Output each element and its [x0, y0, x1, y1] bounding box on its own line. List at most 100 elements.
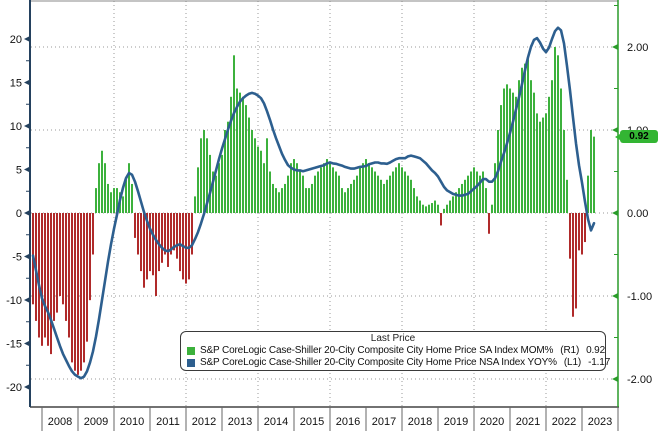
mom-bar [374, 171, 376, 213]
mom-bar [275, 188, 277, 213]
mom-bar [350, 183, 352, 213]
left-axis-tick-label: -5 [12, 252, 22, 264]
mom-bar [539, 121, 541, 213]
mom-bar [560, 88, 562, 213]
mom-bar [434, 200, 436, 213]
mom-bar [566, 179, 568, 213]
x-axis-year-label: 2021 [516, 416, 540, 428]
mom-bar [161, 213, 163, 263]
mom-bar [377, 175, 379, 213]
mom-bar [353, 179, 355, 213]
mom-bar [317, 171, 319, 213]
mom-bar [272, 183, 274, 213]
mom-bar [383, 183, 385, 213]
right-axis-tick-label: -2.00 [627, 374, 652, 386]
legend-label-mom: S&P CoreLogic Case-Shiller 20-City Compo… [200, 345, 554, 356]
mom-bar [236, 88, 238, 213]
mom-bar [443, 208, 445, 213]
x-axis: 2008 2009 2010 2011 2012 2013 2014 2015 2016 2017… [41, 407, 619, 431]
mom-bar [59, 213, 61, 296]
mom-bar [65, 213, 67, 321]
mom-bar [122, 196, 124, 213]
mom-bar [569, 213, 571, 259]
mom-bar [200, 138, 202, 213]
mom-bar [551, 80, 553, 213]
mom-bar [170, 213, 172, 255]
last-value-badge-mom: 0.92 [615, 130, 658, 143]
mom-bar [494, 163, 496, 213]
mom-bar [485, 188, 487, 213]
x-axis-year-label: 2017 [372, 416, 396, 428]
mom-bar [218, 163, 220, 213]
x-axis-year-label: 2015 [300, 416, 324, 428]
mom-bar [545, 113, 547, 213]
mom-bar [476, 171, 478, 213]
mom-bar [584, 213, 586, 243]
mom-bar [221, 154, 223, 213]
mom-bar [326, 159, 328, 213]
mom-bar [461, 183, 463, 213]
mom-bar [341, 188, 343, 213]
x-axis-year-label: 2023 [588, 416, 612, 428]
mom-bar [515, 96, 517, 213]
mom-bar [308, 188, 310, 213]
mom-bar [257, 146, 259, 213]
mom-bar [320, 167, 322, 213]
left-axis: 20 15 10 5 0 -5 -10 -15 -20 [6, 34, 30, 394]
x-axis-year-label: 2022 [552, 416, 576, 428]
mom-bar [407, 175, 409, 213]
mom-bar [365, 159, 367, 213]
mom-bar [548, 96, 550, 213]
mom-bar [146, 213, 148, 280]
mom-bar [203, 130, 205, 213]
mom-bar [86, 213, 88, 342]
mom-bar [314, 175, 316, 213]
mom-bar [491, 204, 493, 213]
mom-bar [191, 213, 193, 255]
right-axis-tick-label: 2.00 [627, 42, 648, 54]
mom-bar [137, 213, 139, 255]
mom-bar [536, 113, 538, 213]
mom-bar [575, 213, 577, 309]
mom-bar [332, 167, 334, 213]
x-axis-year-label: 2016 [336, 416, 360, 428]
mom-bar [167, 213, 169, 267]
left-axis-tick-label: 5 [16, 165, 22, 177]
mom-bar [302, 175, 304, 213]
mom-bar [557, 55, 559, 213]
x-axis-year-label: 2020 [480, 416, 504, 428]
mom-bar [233, 55, 235, 213]
mom-bar [554, 47, 556, 213]
mom-bar [578, 213, 580, 251]
legend-axis-mom: (R1) [560, 345, 580, 356]
mom-bar [437, 204, 439, 213]
legend-value-yoy: -1.17 [588, 357, 611, 368]
mom-bar [173, 213, 175, 251]
mom-bar [392, 171, 394, 213]
mom-bar [71, 213, 73, 363]
mom-bar [464, 179, 466, 213]
mom-bar [41, 213, 43, 346]
mom-bar [563, 130, 565, 213]
left-axis-tick-label: -20 [6, 382, 22, 394]
mom-bar [143, 213, 145, 288]
mom-bar [62, 213, 64, 305]
mom-bar [356, 175, 358, 213]
mom-bar [398, 163, 400, 213]
mom-bar [107, 183, 109, 213]
mom-bar [269, 171, 271, 213]
right-axis-tick-label: 0.00 [627, 208, 648, 220]
mom-bar [344, 192, 346, 213]
mom-bar [428, 204, 430, 213]
legend-value-mom: 0.92 [586, 345, 606, 356]
mom-bar [176, 213, 178, 259]
mom-bar [512, 92, 514, 213]
mom-bar [89, 213, 91, 301]
mom-bar [416, 196, 418, 213]
mom-bar [254, 138, 256, 213]
plot-frame [29, 0, 619, 408]
mom-bar [530, 80, 532, 213]
mom-bar [446, 204, 448, 213]
mom-bar [482, 171, 484, 213]
